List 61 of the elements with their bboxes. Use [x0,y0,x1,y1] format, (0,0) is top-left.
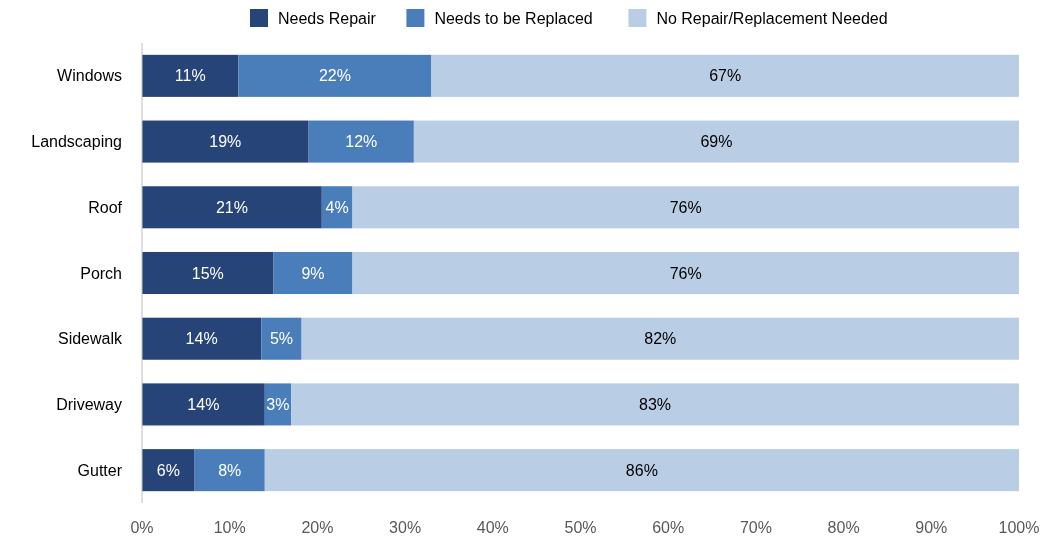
bar [142,120,309,163]
data-label: 4% [325,198,349,216]
data-label: 14% [187,396,220,414]
data-label: 21% [215,198,248,216]
data-label: 11% [174,67,206,85]
bar [142,449,195,492]
bar [431,54,1019,97]
x-tick-label: 70% [739,518,772,536]
bar [352,251,1019,295]
data-label: 76% [669,198,702,216]
bar [301,317,1019,360]
y-tick-label: Gutter [77,461,123,479]
data-label: 67% [709,67,742,85]
data-label: 9% [301,264,325,282]
legend-label: Needs Repair [278,9,377,27]
x-tick-label: 40% [476,518,509,536]
bar [264,449,1019,492]
x-tick-label: 100% [998,518,1040,536]
data-label: 19% [209,133,242,151]
bar [291,383,1019,426]
y-tick-label: Windows [57,67,122,85]
y-tick-label: Roof [88,198,123,216]
data-label: 83% [639,396,672,414]
bar [142,383,265,426]
data-label: 15% [191,264,224,282]
x-tick-label: 90% [915,518,948,536]
x-tick-label: 20% [301,518,334,536]
data-label: 12% [345,133,378,151]
x-tick-label: 60% [652,518,685,536]
y-tick-label: Landscaping [31,133,122,151]
x-tick-label: 50% [564,518,597,536]
bar [413,120,1019,163]
data-label: 8% [218,461,242,479]
bar [194,449,265,492]
bar [142,317,262,360]
x-tick-label: 0% [130,518,154,536]
x-tick-label: 10% [213,518,246,536]
legend-label: Needs to be Replaced [434,9,593,27]
data-label: 69% [700,133,733,151]
bar [261,317,302,360]
bar [142,54,239,97]
x-tick-label: 30% [389,518,422,536]
data-label: 6% [156,461,180,479]
data-label: 86% [625,461,658,479]
legend-label: No Repair/Replacement Needed [656,9,888,27]
bar [352,186,1019,229]
y-tick-label: Porch [80,264,122,282]
data-label: 76% [669,264,702,282]
data-label: 14% [185,330,218,348]
bar [273,251,353,295]
x-tick-label: 80% [827,518,860,536]
bar [238,54,432,97]
y-tick-label: Sidewalk [57,330,123,348]
data-label: 22% [318,67,351,85]
data-label: 5% [269,330,294,348]
data-label: 82% [644,330,677,348]
bar [142,186,322,229]
bar [142,251,274,295]
bar [308,120,414,163]
y-tick-label: Driveway [56,396,122,414]
data-label: 3% [266,396,290,414]
